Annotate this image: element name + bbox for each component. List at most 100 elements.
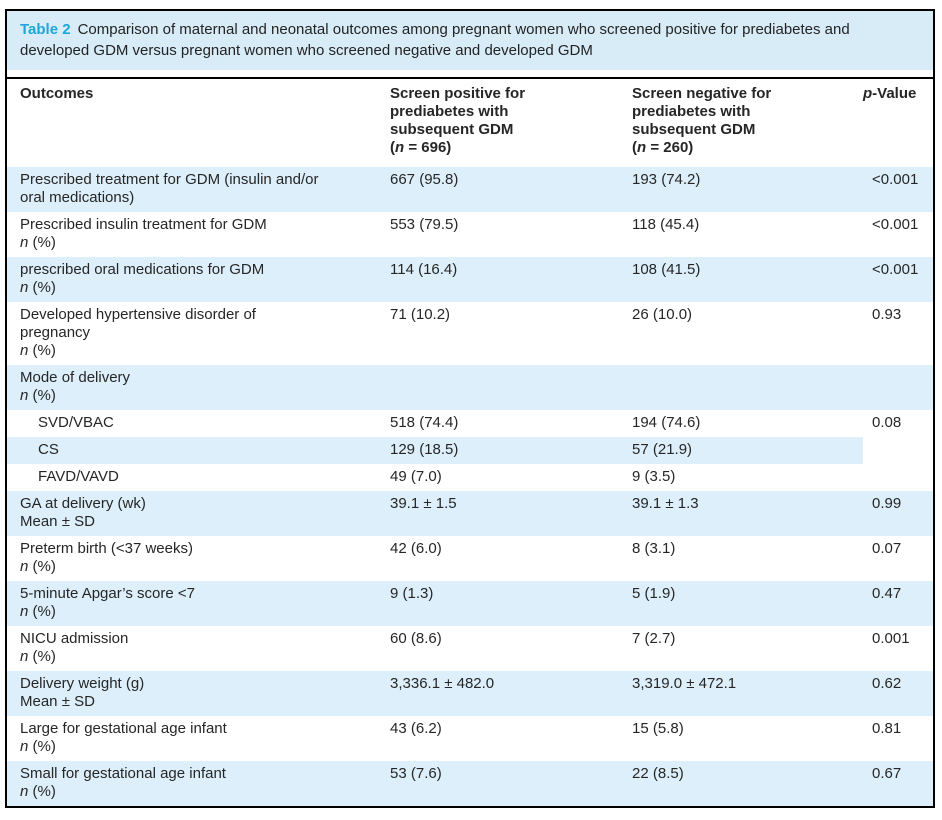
col-header-pvalue: p-Value	[863, 85, 917, 102]
value-screen-positive: 53 (7.6)	[390, 765, 442, 782]
outcome-sublabel: n (%)	[20, 342, 56, 359]
outcome-cell: GA at delivery (wk) Mean ± SD	[7, 491, 390, 536]
value-screen-negative: 194 (74.6)	[632, 414, 701, 431]
outcome-label: prescribed oral medications for GDM	[20, 261, 265, 278]
table-number: Table 2	[20, 21, 71, 38]
col-header-outcomes: Outcomes	[20, 85, 94, 102]
outcome-label: Prescribed treatment for GDM (insulin an…	[20, 171, 319, 206]
value-screen-positive	[390, 365, 632, 410]
outcome-label: Mode of delivery	[20, 369, 131, 386]
p-value: <0.001	[872, 261, 919, 278]
outcome-label: 5-minute Apgar’s score <7	[20, 585, 195, 602]
value-screen-positive: 518 (74.4)	[390, 414, 459, 431]
p-value: 0.62	[872, 675, 902, 692]
outcome-label: FAVD/VAVD	[38, 468, 119, 485]
value-screen-negative: 8 (3.1)	[632, 540, 676, 557]
outcome-label: Developed hypertensive disorder of pregn…	[20, 306, 256, 341]
value-screen-negative: 118 (45.4)	[632, 216, 700, 233]
table-row: SVD/VBAC 518 (74.4) 194 (74.6) 0.08	[7, 410, 933, 437]
outcome-sublabel: n (%)	[20, 603, 56, 620]
outcome-label: Large for gestational age infant	[20, 720, 227, 737]
table-row: Prescribed treatment for GDM (insulin an…	[7, 167, 933, 212]
value-screen-negative: 57 (21.9)	[632, 441, 693, 458]
value-screen-positive: 667 (95.8)	[390, 171, 459, 188]
table-row: Prescribed insulin treatment for GDM n (…	[7, 212, 933, 257]
value-screen-positive: 39.1 ± 1.5	[390, 495, 457, 512]
p-value: 0.93	[872, 306, 902, 323]
table-row: CS 129 (18.5) 57 (21.9)	[7, 437, 933, 464]
value-screen-positive: 43 (6.2)	[390, 720, 442, 737]
outcome-cell: prescribed oral medications for GDM n (%…	[7, 257, 390, 302]
p-value: 0.81	[872, 720, 902, 737]
value-screen-negative: 193 (74.2)	[632, 171, 701, 188]
outcome-cell: Mode of delivery n (%)	[7, 365, 390, 410]
outcome-cell: Prescribed insulin treatment for GDM n (…	[7, 212, 390, 257]
table-row: Delivery weight (g) Mean ± SD 3,336.1 ± …	[7, 671, 933, 716]
value-screen-negative: 15 (5.8)	[632, 720, 684, 737]
value-screen-positive: 71 (10.2)	[390, 306, 451, 323]
value-screen-negative: 9 (3.5)	[632, 468, 676, 485]
table-row: 5-minute Apgar’s score <7 n (%) 9 (1.3) …	[7, 581, 933, 626]
outcome-cell: Delivery weight (g) Mean ± SD	[7, 671, 390, 716]
p-value: 0.67	[872, 765, 902, 782]
table-row: Large for gestational age infant n (%) 4…	[7, 716, 933, 761]
outcome-cell: Large for gestational age infant n (%)	[7, 716, 390, 761]
p-value: <0.001	[872, 171, 919, 188]
p-value: 0.07	[872, 540, 902, 557]
outcome-label: Small for gestational age infant	[20, 765, 226, 782]
outcome-cell: FAVD/VAVD	[7, 464, 390, 491]
p-value: <0.001	[872, 216, 919, 233]
value-screen-negative: 39.1 ± 1.3	[632, 495, 699, 512]
p-value	[863, 464, 933, 491]
value-screen-negative: 3,319.0 ± 472.1	[632, 675, 737, 692]
value-screen-positive: 42 (6.0)	[390, 540, 442, 557]
value-screen-negative: 26 (10.0)	[632, 306, 693, 323]
col-header-screen-negative: Screen negative for prediabetes with subse…	[632, 85, 772, 156]
outcome-sublabel: n (%)	[20, 279, 56, 296]
value-screen-positive: 9 (1.3)	[390, 585, 434, 602]
outcome-label: Delivery weight (g)	[20, 675, 145, 692]
table-row: NICU admission n (%) 60 (8.6) 7 (2.7) 0.…	[7, 626, 933, 671]
outcome-sublabel: Mean ± SD	[20, 693, 95, 710]
caption-text: Comparison of maternal and neonatal outc…	[20, 21, 850, 59]
table-row: GA at delivery (wk) Mean ± SD 39.1 ± 1.5…	[7, 491, 933, 536]
table-figure: Table 2 Comparison of maternal and neonat…	[5, 9, 935, 808]
table-body: Prescribed treatment for GDM (insulin an…	[7, 167, 933, 806]
table-row: Mode of delivery n (%)	[7, 365, 933, 410]
value-screen-negative: 7 (2.7)	[632, 630, 676, 647]
outcome-sublabel: n (%)	[20, 234, 56, 251]
value-screen-positive: 553 (79.5)	[390, 216, 459, 233]
outcome-cell: Prescribed treatment for GDM (insulin an…	[7, 167, 390, 212]
p-value: 0.99	[872, 495, 902, 512]
outcome-cell: Developed hypertensive disorder of pregn…	[7, 302, 390, 365]
outcome-cell: SVD/VBAC	[7, 410, 390, 437]
p-value	[863, 437, 933, 464]
outcome-cell: CS	[7, 437, 390, 464]
value-screen-positive: 129 (18.5)	[390, 441, 459, 458]
outcome-cell: Small for gestational age infant n (%)	[7, 761, 390, 806]
outcome-label: Preterm birth (<37 weeks)	[20, 540, 193, 557]
value-screen-positive: 114 (16.4)	[390, 261, 458, 278]
table-row: prescribed oral medications for GDM n (%…	[7, 257, 933, 302]
value-screen-negative	[632, 365, 863, 410]
col-header-screen-positive: Screen positive for prediabetes with subse…	[390, 85, 526, 156]
value-screen-positive: 60 (8.6)	[390, 630, 442, 647]
outcome-cell: NICU admission n (%)	[7, 626, 390, 671]
outcome-label: GA at delivery (wk)	[20, 495, 146, 512]
outcome-cell: 5-minute Apgar’s score <7 n (%)	[7, 581, 390, 626]
p-value: 0.001	[872, 630, 910, 647]
value-screen-positive: 49 (7.0)	[390, 468, 442, 485]
p-value: 0.08	[872, 414, 902, 431]
p-value: 0.47	[872, 585, 902, 602]
table-row: Small for gestational age infant n (%) 5…	[7, 761, 933, 806]
header-top-rule	[7, 77, 933, 79]
value-screen-negative: 5 (1.9)	[632, 585, 676, 602]
value-screen-positive: 3,336.1 ± 482.0	[390, 675, 495, 692]
outcome-label: NICU admission	[20, 630, 129, 647]
outcome-sublabel: n (%)	[20, 783, 56, 800]
outcome-label: CS	[38, 441, 59, 458]
outcome-sublabel: n (%)	[20, 648, 56, 665]
p-value	[863, 365, 933, 410]
header-row: Outcomes Screen positive for prediabetes …	[7, 79, 933, 167]
value-screen-negative: 22 (8.5)	[632, 765, 684, 782]
